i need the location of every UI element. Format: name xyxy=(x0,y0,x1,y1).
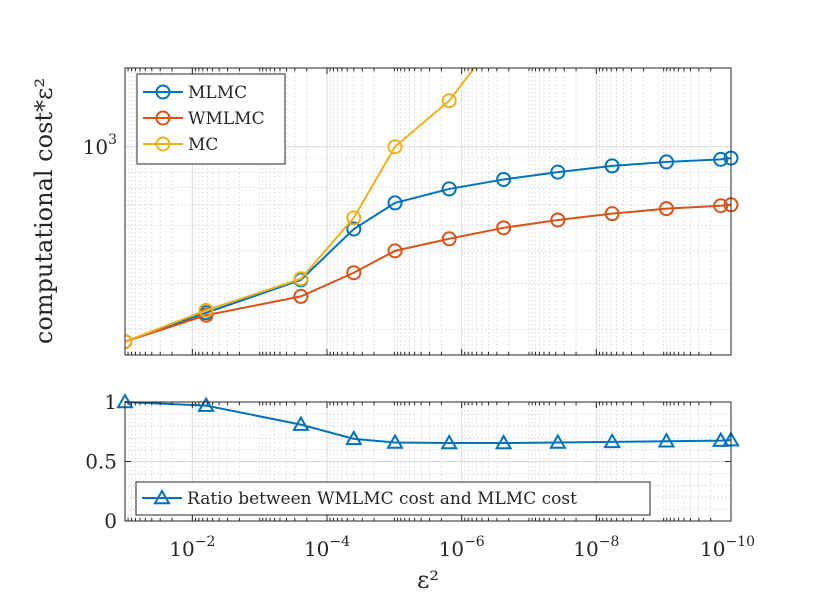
data-point xyxy=(496,171,512,187)
data-point xyxy=(550,164,566,180)
top-ticks: 103 xyxy=(83,68,732,355)
top-axes-box xyxy=(124,67,732,356)
top-ylabel: computational cost*ε² xyxy=(30,78,58,344)
data-point xyxy=(658,201,674,217)
data-point xyxy=(387,243,403,259)
bottom-legend: Ratio between WMLMC cost and MLMC cost xyxy=(135,481,651,516)
data-point xyxy=(713,151,729,167)
series-wmlmc xyxy=(125,197,739,350)
bottom-ticks: 0 0.5 1 10−2 10−4 10−6 10−8 10−10 xyxy=(85,390,755,561)
data-point xyxy=(441,93,457,109)
legend-marker xyxy=(155,84,171,100)
data-point xyxy=(658,154,674,170)
legend-item-wmlmc: WMLMC xyxy=(143,109,265,129)
data-point xyxy=(387,195,403,211)
x-tick-label: 10−6 xyxy=(439,534,485,561)
data-point xyxy=(346,210,362,226)
data-point xyxy=(345,429,363,446)
data-point xyxy=(387,139,403,155)
legend-marker xyxy=(153,488,171,505)
data-point xyxy=(198,307,214,323)
data-point xyxy=(494,434,513,450)
series-line xyxy=(125,157,732,343)
top-series xyxy=(125,68,739,350)
bottom-plot: 0 0.5 1 10−2 10−4 10−6 10−8 10−10 Ratio between… xyxy=(85,390,755,594)
series-line xyxy=(125,68,476,343)
legend-label: Ratio between WMLMC cost and MLMC cost xyxy=(187,489,577,509)
data-point xyxy=(440,434,458,450)
bottom-xlabel: ε² xyxy=(417,566,439,594)
x-tick-label: 10−2 xyxy=(169,534,215,561)
series-line xyxy=(125,203,732,343)
data-point xyxy=(441,181,457,197)
data-point xyxy=(441,231,457,247)
top-y-tick-label: 103 xyxy=(83,132,117,159)
bottom-y-tick-label: 1 xyxy=(104,390,117,414)
legend-label: WMLMC xyxy=(188,109,265,129)
bottom-y-tick-label: 0.5 xyxy=(85,450,117,474)
data-point xyxy=(712,431,730,447)
legend-label: MC xyxy=(188,135,218,155)
series-mc xyxy=(125,68,476,350)
data-point xyxy=(604,206,620,222)
data-point xyxy=(603,432,621,449)
top-plot: 103 computational cost*ε² MLMC WMLMC MC xyxy=(30,67,739,356)
series-ratio xyxy=(116,392,740,450)
bottom-series xyxy=(116,392,740,450)
legend-item-mc: MC xyxy=(143,135,218,155)
data-point xyxy=(657,432,676,448)
data-point xyxy=(346,265,362,281)
data-point xyxy=(292,415,310,431)
x-tick-label: 10−8 xyxy=(573,534,619,561)
data-point xyxy=(550,212,566,228)
data-point xyxy=(496,220,512,236)
data-point xyxy=(713,198,729,214)
legend-marker xyxy=(155,136,171,152)
data-point xyxy=(386,433,404,449)
data-point xyxy=(346,221,362,237)
x-tick-label: 10−10 xyxy=(700,534,755,561)
legend-box xyxy=(135,481,651,516)
legend-label: MLMC xyxy=(188,83,247,103)
top-legend: MLMC WMLMC MC xyxy=(136,73,286,165)
data-point xyxy=(293,271,309,287)
bottom-y-tick-label: 0 xyxy=(104,509,117,533)
data-point xyxy=(549,433,567,449)
series-line xyxy=(124,401,732,445)
data-point xyxy=(604,158,620,174)
x-tick-label: 10−4 xyxy=(304,534,350,561)
legend-item-ratio: Ratio between WMLMC cost and MLMC cost xyxy=(142,488,577,509)
data-point xyxy=(293,288,309,304)
legend-marker xyxy=(155,110,171,126)
data-point xyxy=(125,334,133,350)
data-point xyxy=(198,302,214,318)
legend-item-mlmc: MLMC xyxy=(143,83,247,103)
